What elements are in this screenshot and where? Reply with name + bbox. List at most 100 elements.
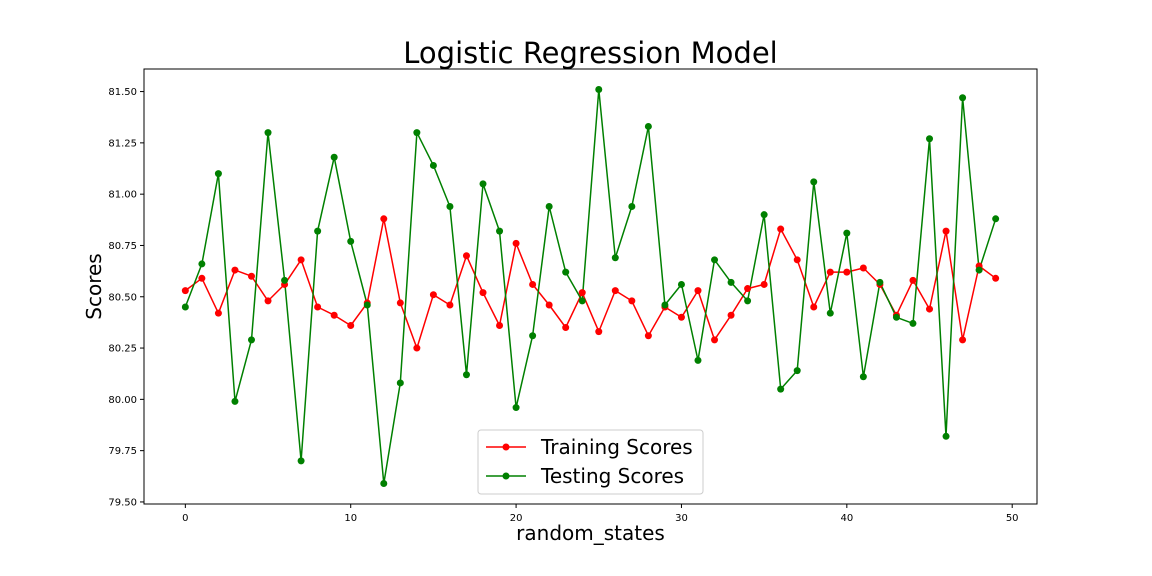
y-tick-label: 80.75	[108, 241, 137, 252]
data-point-testing	[859, 373, 867, 381]
data-point-training	[992, 274, 1000, 282]
data-point-testing	[247, 336, 255, 344]
data-point-testing	[512, 404, 520, 412]
y-axis-ticks: 79.50 79.75 80.00 80.25 80.50 80.75 81.00 81.25…	[108, 87, 144, 508]
data-point-training	[826, 268, 834, 276]
data-point-training	[611, 287, 619, 295]
data-point-training	[347, 321, 355, 329]
y-tick-label: 79.50	[108, 497, 137, 508]
data-point-training	[545, 301, 553, 309]
legend-marker	[502, 443, 510, 451]
data-point-testing	[760, 211, 768, 219]
data-point-testing	[959, 94, 967, 102]
data-point-testing	[413, 129, 421, 137]
data-point-training	[496, 321, 504, 329]
data-point-training	[942, 227, 950, 235]
data-point-testing	[281, 276, 289, 284]
data-point-testing	[810, 178, 818, 186]
x-axis-title: random_states	[516, 521, 665, 545]
chart-title: Logistic Regression Model	[403, 36, 777, 70]
data-point-testing	[611, 254, 619, 262]
data-point-training	[396, 299, 404, 307]
data-point-testing	[628, 202, 636, 210]
data-point-training	[595, 328, 603, 336]
data-point-testing	[264, 129, 272, 137]
data-point-training	[727, 311, 735, 319]
data-point-training	[181, 287, 189, 295]
data-point-testing	[214, 170, 222, 178]
data-point-training	[264, 297, 272, 305]
data-point-testing	[529, 332, 537, 340]
legend-label: Testing Scores	[540, 464, 684, 488]
data-point-testing	[198, 260, 206, 268]
data-point-testing	[942, 432, 950, 440]
data-point-training	[843, 268, 851, 276]
data-point-training	[413, 344, 421, 352]
series-line-testing	[184, 88, 997, 485]
data-point-testing	[826, 309, 834, 317]
data-point-training	[214, 309, 222, 317]
y-tick-label: 81.00	[108, 190, 137, 201]
data-point-training	[677, 313, 685, 321]
data-point-testing	[446, 202, 454, 210]
data-point-testing	[975, 266, 983, 274]
data-point-training	[744, 285, 752, 293]
data-point-testing	[727, 278, 735, 286]
data-point-training	[909, 276, 917, 284]
data-point-testing	[297, 457, 305, 465]
data-point-testing	[462, 371, 470, 379]
x-tick-label: 20	[510, 513, 523, 524]
data-point-testing	[479, 180, 487, 188]
data-point-testing	[677, 280, 685, 288]
data-point-testing	[595, 86, 603, 94]
y-tick-label: 80.00	[108, 395, 137, 406]
data-point-testing	[876, 278, 884, 286]
x-tick-label: 30	[675, 513, 688, 524]
data-point-testing	[429, 161, 437, 169]
data-point-testing	[545, 202, 553, 210]
data-point-testing	[363, 301, 371, 309]
x-tick-label: 0	[182, 513, 188, 524]
data-point-training	[247, 272, 255, 280]
data-point-training	[628, 297, 636, 305]
y-axis-title: Scores	[82, 253, 106, 319]
data-point-training	[314, 303, 322, 311]
data-point-training	[198, 274, 206, 282]
y-tick-label: 81.50	[108, 87, 137, 98]
data-point-training	[926, 305, 934, 313]
data-point-training	[859, 264, 867, 272]
data-point-training	[711, 336, 719, 344]
data-point-training	[231, 266, 239, 274]
data-point-training	[330, 311, 338, 319]
data-point-testing	[711, 256, 719, 264]
x-tick-label: 10	[344, 513, 357, 524]
data-point-training	[959, 336, 967, 344]
data-point-training	[562, 324, 570, 332]
data-point-training	[446, 301, 454, 309]
data-point-training	[429, 291, 437, 299]
data-point-training	[793, 256, 801, 264]
data-point-testing	[562, 268, 570, 276]
data-point-training	[760, 280, 768, 288]
data-point-training	[297, 256, 305, 264]
data-point-testing	[330, 153, 338, 161]
data-point-testing	[496, 227, 504, 235]
data-point-testing	[380, 479, 388, 487]
data-point-testing	[694, 356, 702, 364]
data-point-testing	[909, 319, 917, 327]
y-tick-label: 79.75	[108, 446, 137, 457]
data-point-testing	[231, 397, 239, 405]
legend-marker	[502, 472, 510, 480]
data-point-testing	[396, 379, 404, 387]
data-point-training	[810, 303, 818, 311]
data-point-testing	[661, 301, 669, 309]
x-tick-label: 50	[1006, 513, 1019, 524]
data-point-training	[529, 280, 537, 288]
legend-box	[477, 429, 704, 495]
y-tick-label: 81.25	[108, 138, 137, 149]
y-tick-label: 80.50	[108, 292, 137, 303]
x-axis-ticks: 0 10 20 30 40 50	[182, 504, 1019, 524]
data-point-testing	[777, 385, 785, 393]
data-point-training	[644, 332, 652, 340]
